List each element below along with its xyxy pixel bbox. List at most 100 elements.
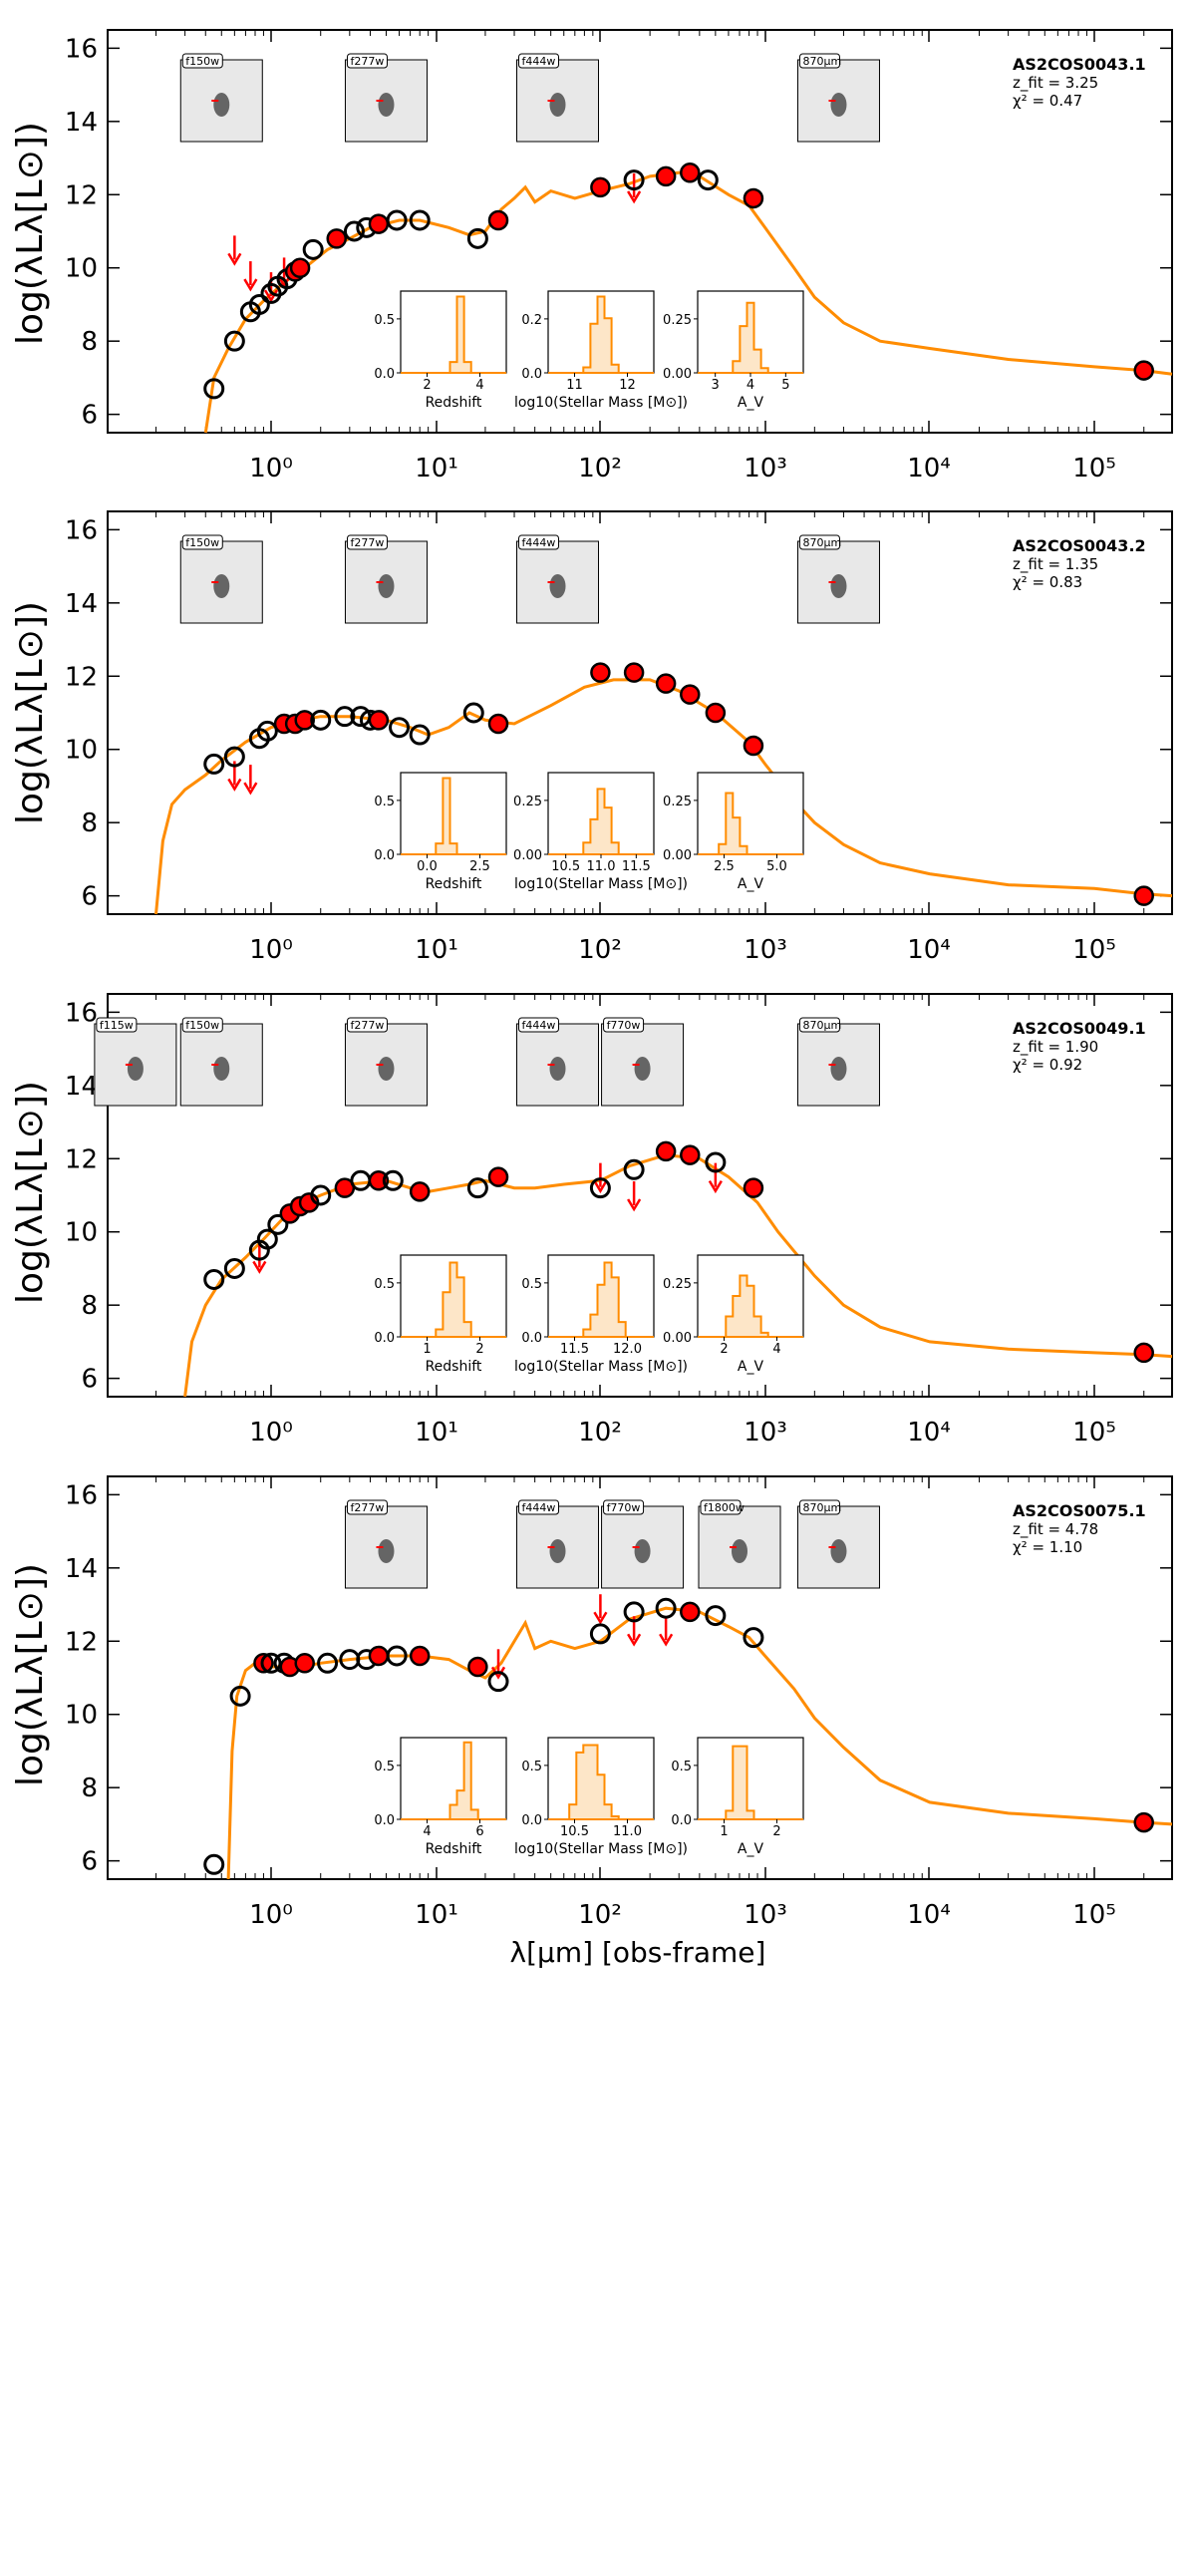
- hist-bars: [698, 1274, 803, 1338]
- hist-bars: [548, 1744, 654, 1820]
- photometry-point-detected: [743, 1177, 764, 1198]
- stamp-label-box: [181, 1017, 223, 1033]
- hist-x-tick-label: 11.5: [622, 859, 651, 874]
- stamp-label: f770w: [607, 1501, 641, 1514]
- hist-label: log10(Stellar Mass [M⊙]): [514, 1359, 688, 1375]
- stamp-label: f115w: [100, 1019, 134, 1032]
- stamp-label: 870μm: [802, 55, 841, 68]
- photometry-point-model: [302, 238, 324, 260]
- image-stamp-870μm: 870μm: [796, 1017, 880, 1107]
- hist-label: Redshift: [426, 1359, 482, 1375]
- image-stamp-f277w: f277w: [344, 1017, 428, 1107]
- stamp-source: [634, 1539, 651, 1563]
- hist-label: log10(Stellar Mass [M⊙]): [514, 395, 688, 411]
- stamp-source: [732, 1539, 748, 1563]
- posterior-hist-0: 4 6 0.0 0.5 Redshift: [374, 1737, 507, 1857]
- stamp-source: [830, 1539, 847, 1563]
- photometry-point-detected: [680, 1144, 701, 1165]
- plot-frame: [107, 29, 1173, 434]
- photometry-point-detected: [1133, 360, 1154, 381]
- stamp-source: [830, 574, 847, 598]
- y-tick-label: 16: [65, 1480, 98, 1510]
- upper-limit-arrowhead: [227, 252, 242, 266]
- model-sed-line: [183, 1153, 1173, 1398]
- photometry-point-detected: [368, 710, 390, 731]
- y-tick-label: 8: [81, 1773, 98, 1803]
- hist-bars: [698, 1745, 803, 1820]
- photometry-point-model: [389, 717, 411, 739]
- stamp-label-box: [518, 1017, 560, 1033]
- stamp-source: [213, 574, 230, 598]
- hist-label: A_V: [738, 1841, 764, 1857]
- photometry-point-model: [409, 209, 431, 231]
- chi2-label: χ² = 1.10: [1013, 1538, 1082, 1556]
- hist-x-tick-label: 4: [475, 378, 483, 393]
- x-tick-label: 10⁵: [1072, 935, 1116, 965]
- photometry-point-detected: [680, 161, 701, 183]
- stamp-label: f277w: [350, 1019, 384, 1032]
- photometry-point-detected: [294, 1653, 315, 1674]
- posterior-hist-1: 10.5 11.0 11.5 0.00 0.25 log10(Stellar Mass […: [513, 772, 688, 892]
- hist-x-tick-label: 10.5: [551, 859, 580, 874]
- stamp-source: [378, 1539, 395, 1563]
- chi2-label: χ² = 0.92: [1013, 1056, 1082, 1074]
- photometry-point-detected: [680, 684, 701, 705]
- chi2-label: χ² = 0.83: [1013, 573, 1082, 591]
- upper-limit-arrowhead: [627, 190, 642, 204]
- photometry-point-model: [623, 1158, 645, 1180]
- hist-x-tick-label: 2: [423, 378, 431, 393]
- stamp-source: [634, 1057, 651, 1081]
- x-tick-label: 10¹: [415, 1900, 458, 1930]
- photometry-point-model: [589, 1177, 611, 1199]
- sed-panel-0: 10⁰ 10¹ 10² 10³ 10⁴ 10⁵ 6 8 10 12 14 16 f150w f277w f4…: [65, 29, 1173, 483]
- stamp-label: f150w: [185, 55, 219, 68]
- x-tick-label: 10⁴: [907, 935, 951, 965]
- hist-x-tick-label: 4: [423, 1824, 431, 1839]
- x-tick-label: 10⁰: [249, 1900, 293, 1930]
- hist-x-tick-label: 11.0: [613, 1824, 642, 1839]
- hist-bars: [548, 1261, 654, 1338]
- upper-limit-arrowhead: [627, 1633, 642, 1647]
- stamp-label: f1800w: [704, 1501, 745, 1514]
- photometry-point-model: [343, 220, 365, 242]
- image-stamp-f444w: f444w: [516, 1499, 600, 1589]
- stamp-label-box: [346, 1017, 388, 1033]
- upper-limit-arrowhead: [227, 778, 242, 792]
- stamp-label: 870μm: [802, 536, 841, 549]
- photometry-point-detected: [294, 710, 315, 731]
- hist-y-tick-label: 0.00: [513, 848, 542, 863]
- x-axis-label: λ[μm] [obs-frame]: [510, 1936, 766, 1969]
- photometry-point-model: [386, 1645, 408, 1667]
- photometry-point-detected: [368, 1645, 390, 1667]
- stamp-label: f444w: [522, 55, 556, 68]
- upper-limit-arrowhead: [252, 1260, 267, 1274]
- stamp-label-box: [603, 1499, 645, 1515]
- photometry-point-detected: [1133, 885, 1154, 906]
- hist-x-tick-label: 4: [746, 378, 754, 393]
- y-tick-label: 8: [81, 1291, 98, 1321]
- hist-y-tick-label: 0.25: [663, 1277, 692, 1292]
- hist-label: A_V: [738, 395, 764, 411]
- photometry-point-detected: [409, 1181, 431, 1202]
- stamp-label-box: [798, 1499, 840, 1515]
- upper-limit-arrowhead: [708, 1179, 723, 1194]
- photometry-point-model: [466, 1177, 488, 1199]
- hist-x-tick-label: 11: [566, 378, 583, 393]
- photometry-point-model: [466, 227, 488, 249]
- y-tick-label: 6: [81, 1847, 98, 1877]
- photometry-point-model: [462, 702, 484, 724]
- image-stamp-f444w: f444w: [516, 53, 600, 143]
- image-stamp-f770w: f770w: [601, 1499, 685, 1589]
- hist-y-tick-label: 0.5: [374, 313, 395, 328]
- hist-y-tick-label: 0.5: [374, 1760, 395, 1774]
- stamp-source: [830, 93, 847, 117]
- hist-x-tick-label: 5.0: [766, 859, 787, 874]
- photometry-point-model: [223, 746, 245, 768]
- source-title: AS2COS0049.1: [1013, 1019, 1146, 1038]
- upper-limit-arrowhead: [593, 1179, 608, 1194]
- source-title: AS2COS0075.1: [1013, 1501, 1146, 1520]
- photometry-point-detected: [368, 213, 390, 234]
